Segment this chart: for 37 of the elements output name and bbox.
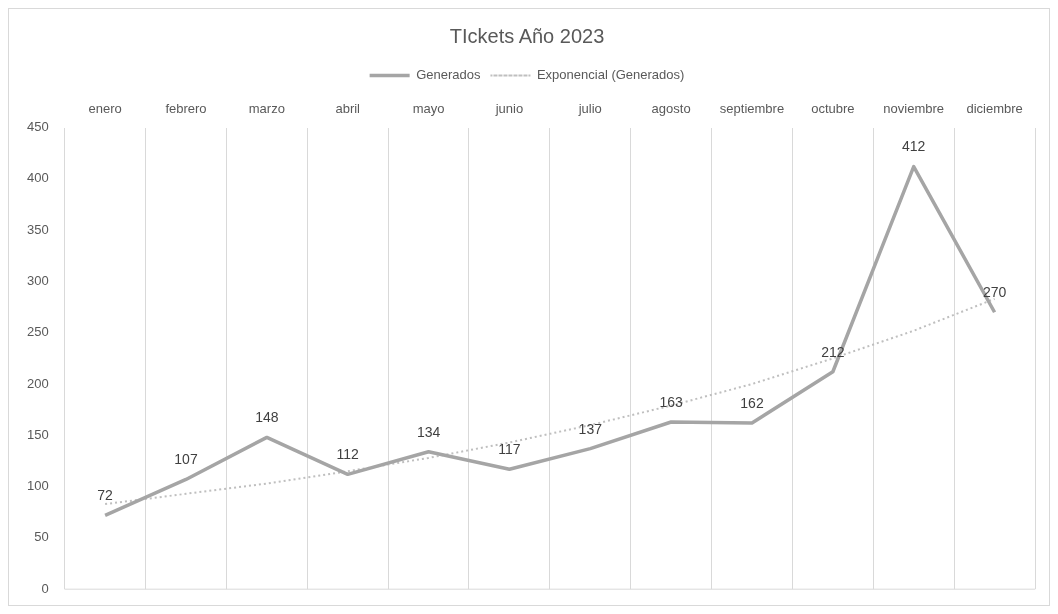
data-label: 162 <box>740 394 764 411</box>
data-label: 412 <box>902 138 926 155</box>
legend-label: Exponencial (Generados) <box>536 67 685 83</box>
data-label: 270 <box>982 284 1007 301</box>
y-tick-label: 450 <box>26 119 49 135</box>
y-tick-label: 0 <box>41 580 49 596</box>
x-tick-label: septiembre <box>719 101 785 117</box>
data-label: 72 <box>97 487 114 504</box>
data-label: 163 <box>659 393 684 410</box>
chart-title: TIckets Año 2023 <box>449 24 605 47</box>
x-tick-label: agosto <box>651 101 691 117</box>
y-tick-label: 300 <box>26 273 49 289</box>
x-tick-label: junio <box>494 101 524 117</box>
data-label: 137 <box>578 420 603 437</box>
y-tick-label: 100 <box>26 478 49 494</box>
data-label: 212 <box>821 343 845 360</box>
data-label: 134 <box>416 423 441 440</box>
x-tick-label: marzo <box>248 101 285 117</box>
x-tick-label: octubre <box>811 101 855 117</box>
y-tick-label: 250 <box>26 324 49 340</box>
x-tick-label: febrero <box>165 101 207 117</box>
data-label: 117 <box>498 441 521 458</box>
x-tick-label: diciembre <box>966 101 1023 117</box>
x-tick-label: enero <box>88 101 122 117</box>
data-label: 148 <box>255 409 279 426</box>
x-tick-label: noviembre <box>883 101 945 117</box>
x-tick-label: abril <box>335 101 361 117</box>
y-tick-label: 50 <box>34 529 49 545</box>
legend-label: Generados <box>416 67 481 83</box>
y-tick-label: 150 <box>26 426 49 442</box>
x-tick-label: mayo <box>412 101 445 117</box>
y-tick-label: 400 <box>26 170 49 186</box>
data-label: 112 <box>336 446 360 463</box>
y-tick-label: 200 <box>26 375 49 391</box>
data-label: 107 <box>174 451 198 468</box>
x-tick-label: julio <box>577 101 602 117</box>
y-tick-label: 350 <box>26 221 49 237</box>
